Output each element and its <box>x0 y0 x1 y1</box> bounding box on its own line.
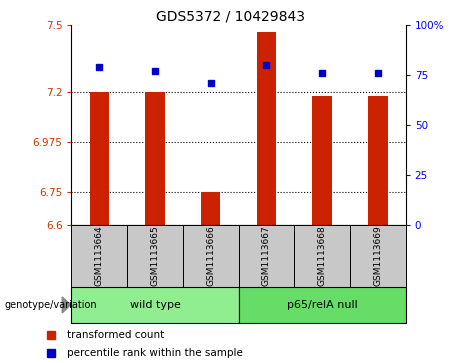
Bar <box>313 97 332 225</box>
Bar <box>127 225 183 287</box>
Bar <box>145 92 165 225</box>
Text: GSM1113666: GSM1113666 <box>206 225 215 286</box>
Bar <box>71 287 239 323</box>
Bar <box>368 97 388 225</box>
Text: percentile rank within the sample: percentile rank within the sample <box>67 348 243 358</box>
Text: GSM1113668: GSM1113668 <box>318 225 327 286</box>
Text: GSM1113665: GSM1113665 <box>150 225 160 286</box>
Bar <box>257 32 276 225</box>
Text: transformed count: transformed count <box>67 330 165 340</box>
Polygon shape <box>62 297 71 313</box>
Bar <box>183 225 238 287</box>
Text: GSM1113667: GSM1113667 <box>262 225 271 286</box>
Text: p65/relA null: p65/relA null <box>287 300 357 310</box>
Bar <box>350 225 406 287</box>
Text: GDS5372 / 10429843: GDS5372 / 10429843 <box>156 9 305 23</box>
Bar <box>89 92 109 225</box>
Bar <box>294 225 350 287</box>
Text: GSM1113669: GSM1113669 <box>373 225 382 286</box>
Bar <box>71 225 127 287</box>
Text: genotype/variation: genotype/variation <box>5 300 97 310</box>
Bar <box>238 287 406 323</box>
Bar <box>201 192 220 225</box>
Text: wild type: wild type <box>130 300 180 310</box>
Text: GSM1113664: GSM1113664 <box>95 225 104 286</box>
Bar <box>238 225 294 287</box>
